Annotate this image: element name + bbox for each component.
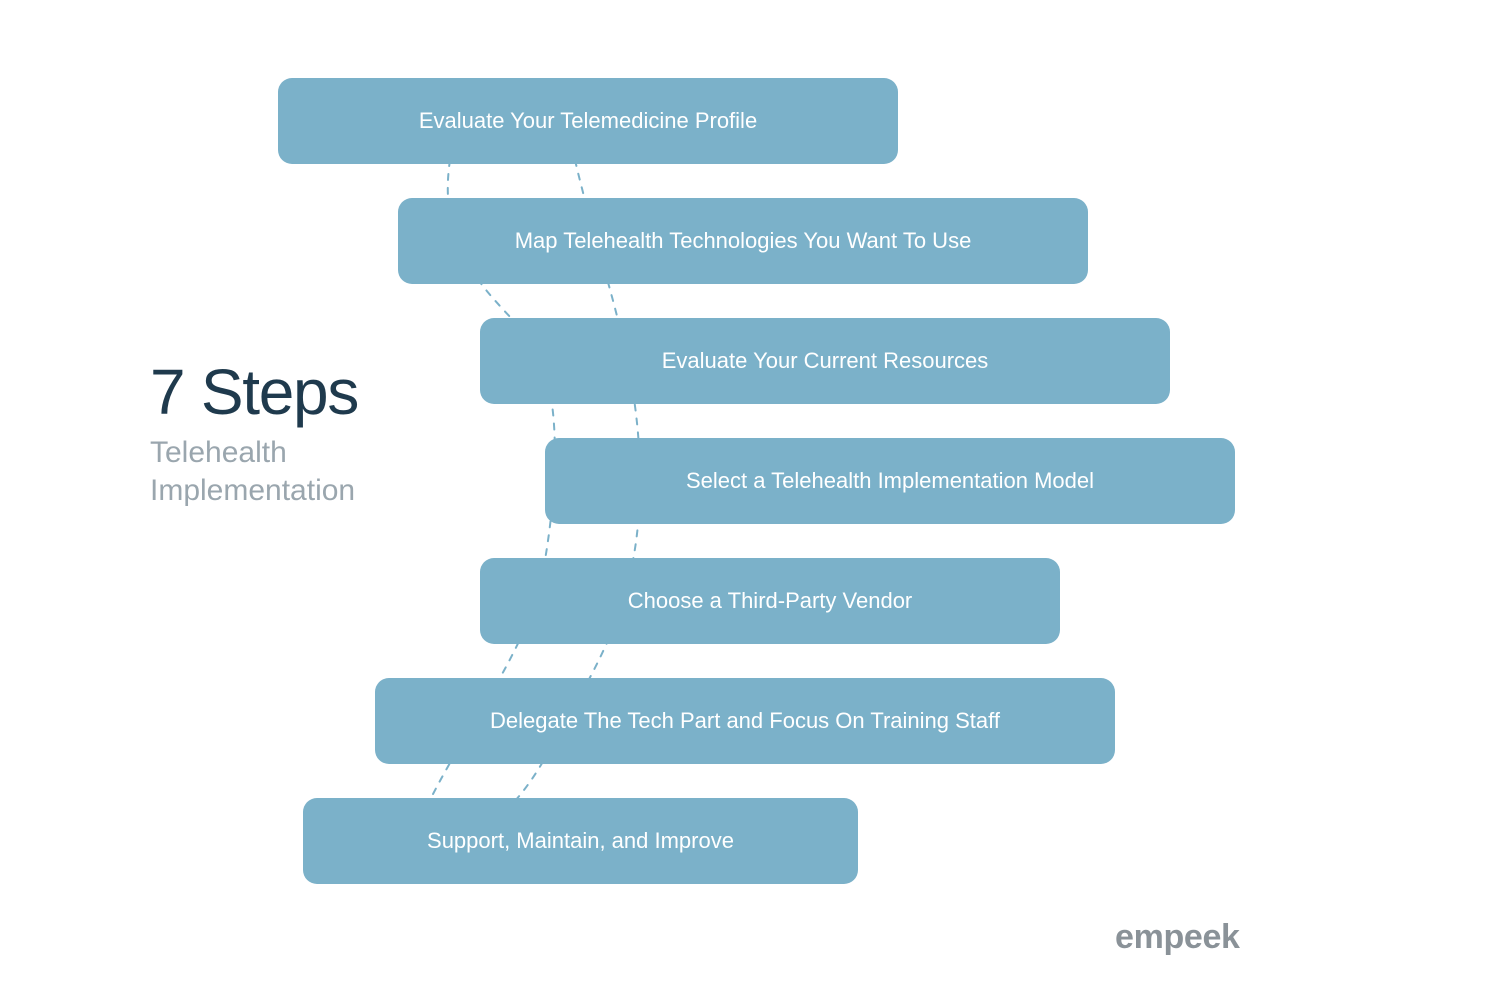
infographic-canvas: 7 Steps Telehealth Implementation Evalua… [0,0,1500,1003]
step-label: Evaluate Your Current Resources [662,348,989,374]
title-sub-line2: Implementation [150,474,355,507]
title-block: 7 Steps Telehealth Implementation [150,360,358,509]
step-2: Map Telehealth Technologies You Want To … [398,198,1088,284]
step-label: Evaluate Your Telemedicine Profile [419,108,757,134]
step-label: Delegate The Tech Part and Focus On Trai… [490,708,1000,734]
step-label: Select a Telehealth Implementation Model [686,468,1094,494]
title-main: 7 Steps [150,360,358,424]
step-1: Evaluate Your Telemedicine Profile [278,78,898,164]
step-4: Select a Telehealth Implementation Model [545,438,1235,524]
step-label: Choose a Third-Party Vendor [628,588,913,614]
brand-wordmark: empeek [1115,918,1240,957]
step-7: Support, Maintain, and Improve [303,798,858,884]
step-label: Map Telehealth Technologies You Want To … [515,228,972,254]
title-sub: Telehealth Implementation [150,434,358,509]
step-label: Support, Maintain, and Improve [427,828,734,854]
step-3: Evaluate Your Current Resources [480,318,1170,404]
title-sub-line1: Telehealth [150,436,287,469]
step-6: Delegate The Tech Part and Focus On Trai… [375,678,1115,764]
step-5: Choose a Third-Party Vendor [480,558,1060,644]
